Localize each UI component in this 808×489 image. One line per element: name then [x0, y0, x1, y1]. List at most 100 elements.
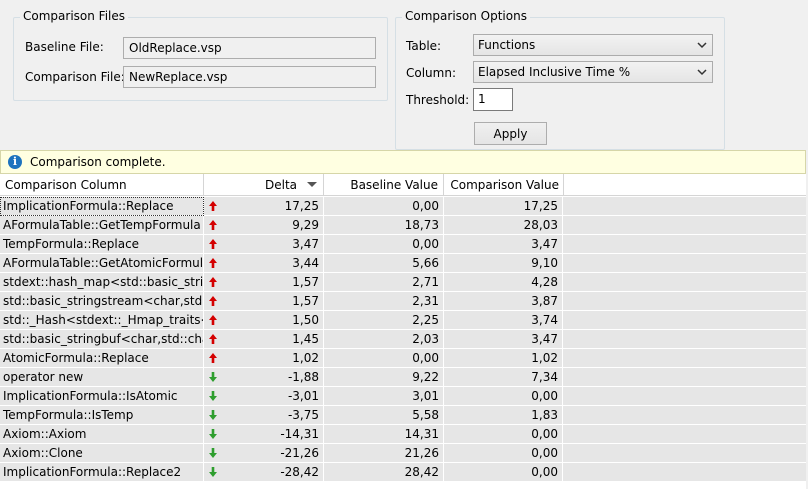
- arrow-up-icon: [209, 315, 217, 325]
- row-baseline-cell: 28,42: [324, 463, 444, 482]
- arrow-up-icon: [209, 296, 217, 306]
- table-row[interactable]: ImplicationFormula::Replace 17,25 0,00 17,2…: [0, 197, 806, 216]
- row-baseline-cell: 0,00: [324, 197, 444, 216]
- arrow-down-icon: [209, 410, 217, 420]
- row-delta-value: -1,88: [287, 370, 319, 384]
- row-name-cell: std::_Hash<stdext::_Hmap_traits<std::l: [0, 311, 204, 330]
- row-baseline-cell: 14,31: [324, 425, 444, 444]
- row-filler: [563, 425, 806, 444]
- table-row[interactable]: std::_Hash<stdext::_Hmap_traits<std::l 1,…: [0, 311, 806, 330]
- row-name-cell: ImplicationFormula::Replace: [0, 197, 204, 216]
- row-comparison-cell: 3,47: [444, 235, 563, 254]
- row-comparison-cell: 0,00: [444, 425, 563, 444]
- table-row[interactable]: TempFormula::IsTemp -3,75 5,58 1,83: [0, 406, 806, 425]
- info-bar: i Comparison complete.: [0, 150, 806, 174]
- column-header-delta[interactable]: Delta: [204, 174, 324, 196]
- comparison-file-field[interactable]: NewReplace.vsp: [123, 66, 376, 88]
- row-comparison-cell: 1,02: [444, 349, 563, 368]
- row-name-cell: ImplicationFormula::IsAtomic: [0, 387, 204, 406]
- row-delta-value: -14,31: [280, 427, 319, 441]
- column-select[interactable]: Elapsed Inclusive Time %: [473, 61, 713, 83]
- arrow-up-icon: [209, 353, 217, 363]
- table-select-value: Functions: [478, 38, 536, 52]
- row-filler: [563, 463, 806, 482]
- arrow-up-icon: [209, 201, 217, 211]
- column-header-label: Delta: [264, 178, 297, 192]
- table-select[interactable]: Functions: [473, 34, 713, 56]
- column-header-label: Baseline Value: [350, 178, 438, 192]
- column-header-label: Comparison Value: [450, 178, 559, 192]
- row-delta-value: 1,45: [292, 332, 319, 346]
- arrow-down-icon: [209, 391, 217, 401]
- row-comparison-cell: 0,00: [444, 444, 563, 463]
- baseline-file-field[interactable]: OldReplace.vsp: [123, 37, 376, 59]
- row-comparison-cell: 3,47: [444, 330, 563, 349]
- row-delta-value: 3,44: [292, 256, 319, 270]
- threshold-input[interactable]: 1: [473, 88, 513, 111]
- comparison-file-label: Comparison File:: [25, 70, 125, 84]
- arrow-down-icon: [209, 372, 217, 382]
- row-delta-cell: -1,88: [204, 368, 324, 387]
- table-row[interactable]: AFormulaTable::GetTempFormula 9,29 18,73 28…: [0, 216, 806, 235]
- row-baseline-cell: 2,31: [324, 292, 444, 311]
- row-delta-cell: 1,02: [204, 349, 324, 368]
- column-label: Column:: [406, 66, 456, 80]
- row-name-cell: Axiom::Axiom: [0, 425, 204, 444]
- row-name-cell: TempFormula::IsTemp: [0, 406, 204, 425]
- row-delta-value: -28,42: [280, 465, 319, 479]
- row-baseline-cell: 18,73: [324, 216, 444, 235]
- table-row[interactable]: ImplicationFormula::Replace2 -28,42 28,42 0…: [0, 463, 806, 482]
- table-row[interactable]: ImplicationFormula::IsAtomic -3,01 3,01 0,0…: [0, 387, 806, 406]
- row-baseline-cell: 3,01: [324, 387, 444, 406]
- arrow-down-icon: [209, 429, 217, 439]
- column-header-comparison-value[interactable]: Comparison Value: [444, 174, 564, 196]
- row-comparison-cell: 28,03: [444, 216, 563, 235]
- row-filler: [563, 349, 806, 368]
- row-comparison-cell: 3,87: [444, 292, 563, 311]
- table-row[interactable]: Axiom::Axiom -14,31 14,31 0,00: [0, 425, 806, 444]
- table-row[interactable]: stdext::hash_map<std::basic_string<ch 1,5…: [0, 273, 806, 292]
- row-filler: [563, 235, 806, 254]
- comparison-table[interactable]: Comparison Column Delta Baseline Value C…: [0, 174, 806, 489]
- row-baseline-cell: 5,66: [324, 254, 444, 273]
- row-filler: [563, 444, 806, 463]
- apply-button[interactable]: Apply: [474, 122, 547, 145]
- row-name-cell: std::basic_stringstream<char,std::char: [0, 292, 204, 311]
- row-name-cell: stdext::hash_map<std::basic_string<ch: [0, 273, 204, 292]
- row-name-cell: AFormulaTable::GetAtomicFormula: [0, 254, 204, 273]
- row-delta-value: -21,26: [280, 446, 319, 460]
- column-header-label: Comparison Column: [5, 178, 127, 192]
- arrow-up-icon: [209, 258, 217, 268]
- row-filler: [563, 292, 806, 311]
- table-row[interactable]: Axiom::Clone -21,26 21,26 0,00: [0, 444, 806, 463]
- info-message: Comparison complete.: [30, 155, 166, 169]
- row-filler: [563, 406, 806, 425]
- table-row[interactable]: AFormulaTable::GetAtomicFormula 3,44 5,66 9…: [0, 254, 806, 273]
- comparison-files-group: Comparison Files: [13, 9, 388, 101]
- column-header-baseline-value[interactable]: Baseline Value: [324, 174, 444, 196]
- row-comparison-cell: 0,00: [444, 387, 563, 406]
- arrow-up-icon: [209, 277, 217, 287]
- table-row[interactable]: std::basic_stringbuf<char,std::char_tra 1…: [0, 330, 806, 349]
- table-row[interactable]: operator new -1,88 9,22 7,34: [0, 368, 806, 387]
- row-comparison-cell: 9,10: [444, 254, 563, 273]
- row-delta-value: -3,01: [287, 389, 319, 403]
- row-baseline-cell: 2,71: [324, 273, 444, 292]
- row-baseline-cell: 21,26: [324, 444, 444, 463]
- threshold-label: Threshold:: [406, 93, 470, 107]
- arrow-up-icon: [209, 239, 217, 249]
- row-name-cell: operator new: [0, 368, 204, 387]
- column-header-comparison-column[interactable]: Comparison Column: [0, 174, 204, 196]
- row-baseline-cell: 0,00: [324, 235, 444, 254]
- comparison-options-group: Comparison Options: [395, 9, 725, 150]
- row-filler: [563, 368, 806, 387]
- table-row[interactable]: TempFormula::Replace 3,47 0,00 3,47: [0, 235, 806, 254]
- arrow-up-icon: [209, 334, 217, 344]
- row-delta-cell: 9,29: [204, 216, 324, 235]
- table-row[interactable]: std::basic_stringstream<char,std::char 1,…: [0, 292, 806, 311]
- table-row[interactable]: AtomicFormula::Replace 1,02 0,00 1,02: [0, 349, 806, 368]
- row-delta-cell: -14,31: [204, 425, 324, 444]
- row-filler: [563, 197, 806, 216]
- row-comparison-cell: 0,00: [444, 463, 563, 482]
- row-comparison-cell: 17,25: [444, 197, 563, 216]
